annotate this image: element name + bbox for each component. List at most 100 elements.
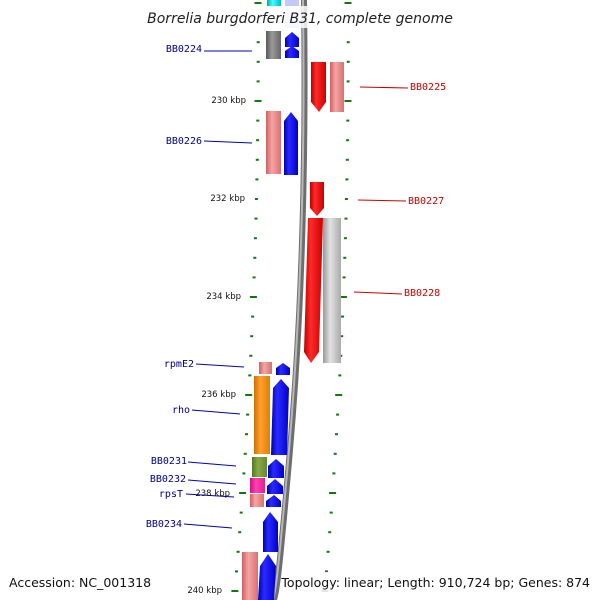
tick-mark [346, 41, 350, 44]
reverse-strand-genes [304, 62, 344, 363]
magenta-gene-block [250, 478, 265, 493]
leader-line [183, 523, 233, 529]
tick-mark [254, 217, 258, 220]
axis-label: 232 kbp [210, 194, 245, 204]
tick-mark [245, 394, 253, 396]
pink-gene-block [259, 362, 272, 374]
tick-mark [326, 550, 330, 553]
tick-mark [343, 237, 347, 240]
leader-line [359, 86, 409, 89]
tick-mark [250, 335, 254, 338]
accession-text: Accession: NC_001318 [9, 575, 151, 590]
tick-mark [249, 354, 253, 357]
tick-mark [256, 41, 260, 44]
tick-mark [335, 433, 338, 436]
gray-gene-block [266, 31, 281, 59]
tick-mark [344, 217, 348, 220]
forward-gene-arrow [268, 459, 284, 478]
tick-mark [344, 100, 352, 102]
gene-label[interactable]: rpmE2 [164, 359, 194, 370]
olive-gene-block [252, 457, 267, 477]
forward-gene-arrow [263, 512, 278, 552]
gene-label[interactable]: BB0228 [404, 288, 440, 299]
axis-label: 234 kbp [206, 292, 241, 302]
gene-label[interactable]: BB0231 [151, 456, 187, 467]
axis-label: 240 kbp [187, 586, 222, 596]
tick-mark [338, 374, 342, 377]
tick-mark [236, 550, 240, 553]
forward-strand-genes [258, 0, 299, 600]
gene-label[interactable]: BB0225 [410, 82, 446, 93]
tick-mark [335, 394, 343, 396]
tick-mark [344, 198, 348, 200]
gene-label[interactable]: BB0234 [146, 519, 182, 530]
lavender-gene-block [285, 0, 299, 6]
gene-label[interactable]: BB0232 [150, 474, 186, 485]
leader-line [203, 140, 253, 144]
tick-mark [325, 570, 328, 573]
tick-mark [328, 531, 332, 534]
tick-mark [231, 590, 239, 592]
forward-gene-arrow [285, 32, 299, 47]
tick-track-left [231, 2, 262, 592]
pink-gene-block [330, 62, 344, 112]
tick-mark [346, 139, 350, 142]
gene-label[interactable]: rpsT [159, 489, 183, 500]
axis-label: 230 kbp [211, 96, 246, 106]
tick-mark [256, 119, 260, 122]
tick-mark [242, 472, 246, 475]
gene-label[interactable]: rho [172, 405, 190, 416]
kbp-axis-labels: 230 kbp 232 kbp 234 kbp 236 kbp 238 kbp … [187, 96, 246, 596]
tick-mark [254, 2, 262, 4]
pink-gene-block [242, 552, 258, 600]
forward-gene-arrow [258, 554, 276, 600]
tick-mark [345, 158, 349, 161]
axis-label: 236 kbp [201, 390, 236, 400]
reverse-gene-arrow [304, 218, 323, 363]
tick-mark [333, 452, 337, 455]
genome-title: Borrelia burgdorferi B31, complete genom… [147, 11, 453, 27]
leader-line [187, 479, 237, 485]
tick-mark [256, 139, 260, 142]
tick-mark [235, 570, 238, 573]
gene-label[interactable]: BB0226 [166, 136, 202, 147]
left-gene-labels: BB0224 BB0226 rpmE2 rho BB0231 BB0232 rp… [146, 44, 202, 530]
label-leader-lines [183, 50, 409, 529]
tick-mark [345, 178, 349, 181]
tick-mark [239, 492, 247, 494]
genome-backbone [271, 0, 308, 600]
leader-line [187, 461, 237, 467]
gene-label[interactable]: BB0227 [408, 196, 444, 207]
tick-mark [251, 315, 255, 318]
gene-label[interactable]: BB0224 [166, 44, 202, 55]
tick-mark [346, 119, 350, 122]
axis-label: 238 kbp [195, 489, 230, 499]
tick-mark [342, 276, 346, 279]
reverse-gene-arrow [311, 62, 326, 112]
tick-mark [255, 178, 259, 181]
leader-line [357, 199, 407, 202]
tick-mark [344, 2, 352, 4]
tick-mark [253, 237, 257, 240]
pink-gene-block [250, 494, 264, 507]
forward-gene-arrow [267, 479, 283, 494]
tick-mark [256, 60, 260, 63]
forward-gene-arrow [271, 379, 289, 455]
leader-line [185, 493, 235, 498]
tick-mark [255, 158, 259, 161]
tick-mark [254, 198, 258, 200]
forward-gene-arrow [276, 363, 290, 375]
light-gray-gene-block [323, 218, 341, 363]
tick-mark [256, 80, 260, 83]
tick-mark [340, 335, 344, 338]
tick-mark [238, 531, 242, 534]
reverse-gene-arrow [310, 182, 324, 216]
leader-line [195, 363, 245, 368]
tick-mark [254, 100, 262, 102]
left-gene-column [242, 0, 281, 600]
tick-mark [332, 472, 336, 475]
tick-mark [346, 60, 350, 63]
tick-mark [243, 452, 247, 455]
leader-line [353, 291, 403, 295]
